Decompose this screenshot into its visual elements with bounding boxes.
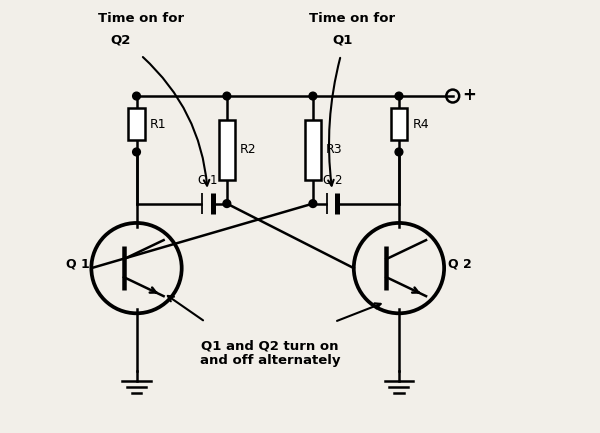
Circle shape: [395, 148, 403, 156]
Text: C 2: C 2: [323, 174, 342, 187]
Text: Time on for: Time on for: [308, 12, 395, 25]
Text: Q1 and Q2 turn on
and off alternately: Q1 and Q2 turn on and off alternately: [200, 339, 340, 367]
Text: R4: R4: [412, 117, 429, 130]
Text: Q1: Q1: [332, 34, 353, 47]
Circle shape: [309, 92, 317, 100]
Bar: [305, 120, 321, 180]
Text: Q2: Q2: [111, 34, 131, 47]
Text: Q 1: Q 1: [65, 257, 89, 270]
Text: +: +: [462, 86, 476, 104]
Circle shape: [309, 200, 317, 207]
Text: Time on for: Time on for: [98, 12, 184, 25]
Circle shape: [223, 92, 231, 100]
Bar: [391, 108, 407, 140]
Bar: [128, 108, 145, 140]
Circle shape: [133, 148, 140, 156]
Text: R1: R1: [150, 117, 166, 130]
Text: R2: R2: [240, 143, 257, 156]
Text: Q 2: Q 2: [448, 257, 472, 270]
Bar: [218, 120, 235, 180]
Circle shape: [223, 200, 231, 207]
Text: C 1: C 1: [198, 174, 217, 187]
Circle shape: [395, 92, 403, 100]
Text: R3: R3: [326, 143, 343, 156]
Circle shape: [133, 92, 140, 100]
